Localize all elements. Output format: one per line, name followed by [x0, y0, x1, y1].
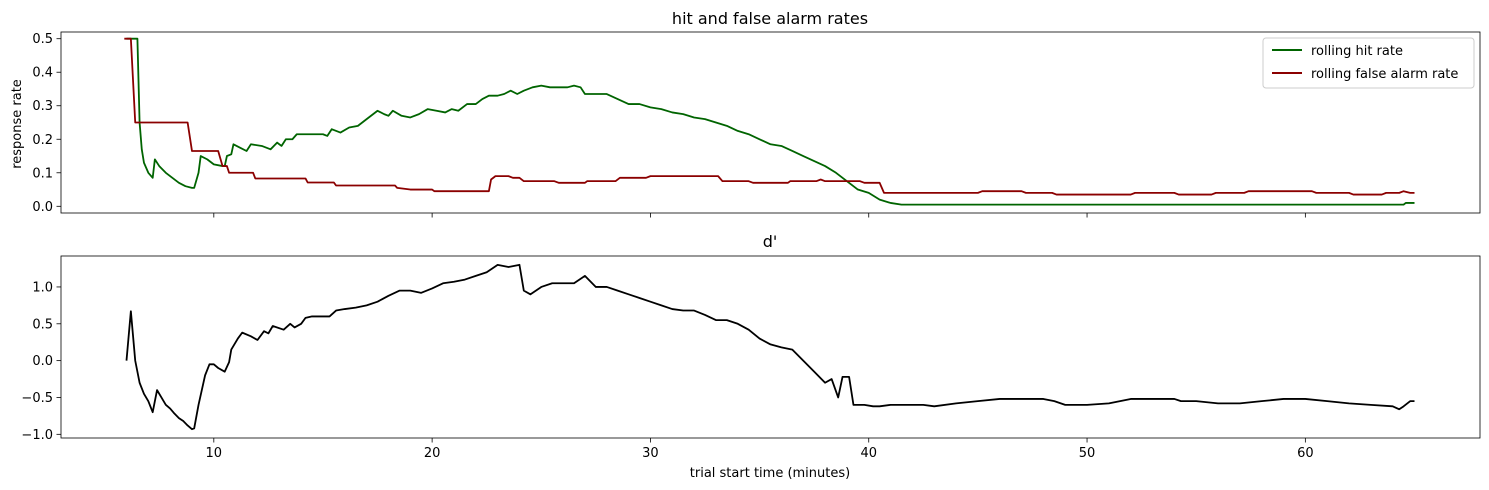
bottom-x-axis-label: trial start time (minutes)	[690, 466, 850, 481]
top-axes-frame	[60, 31, 1481, 214]
top-y-tick-label: 0.5	[32, 32, 53, 47]
top-series-line-1	[124, 37, 1415, 196]
legend-label-false-alarm-rate: rolling false alarm rate	[1311, 67, 1458, 82]
top-y-tick-label: 0.4	[32, 66, 53, 81]
bottom-y-tick-label: 0.5	[32, 317, 53, 332]
top-ticks: 0.0 0.1 0.2 0.3 0.4 0.5	[32, 32, 1306, 218]
top-panel: hit and false alarm rates response rate …	[10, 9, 1481, 218]
bottom-x-tick-label: 50	[1079, 446, 1096, 461]
bottom-axes-frame	[60, 255, 1481, 439]
bottom-ticks: 10 20 30 40 50 60 −1.0 −0.5 0.0 0.5 1.0	[21, 280, 1313, 461]
top-series-lines	[124, 37, 1415, 206]
bottom-series-line-0	[125, 263, 1415, 431]
bottom-x-tick-label: 20	[424, 446, 441, 461]
top-y-tick-label: 0.2	[32, 133, 53, 148]
top-y-tick-label: 0.3	[32, 99, 53, 114]
top-panel-title: hit and false alarm rates	[672, 9, 868, 28]
bottom-y-tick-label: 0.0	[32, 354, 53, 369]
legend: rolling hit rate rolling false alarm rat…	[1262, 37, 1475, 89]
top-y-tick-label: 0.1	[32, 166, 53, 181]
legend-label-hit-rate: rolling hit rate	[1311, 44, 1403, 59]
bottom-x-tick-label: 60	[1297, 446, 1314, 461]
bottom-x-tick-label: 40	[860, 446, 877, 461]
top-series-line-0	[126, 37, 1415, 206]
bottom-panel: d' trial start time (minutes) 10 20 30 40 50…	[21, 232, 1481, 481]
bottom-y-tick-label: −1.0	[21, 428, 53, 443]
bottom-y-tick-label: −0.5	[21, 391, 53, 406]
top-y-axis-label: response rate	[10, 79, 25, 169]
bottom-x-tick-label: 10	[206, 446, 223, 461]
top-y-tick-label: 0.0	[32, 200, 53, 215]
bottom-series-lines	[125, 263, 1415, 431]
bottom-x-tick-label: 30	[642, 446, 659, 461]
bottom-panel-title: d'	[763, 232, 778, 251]
legend-box	[1262, 37, 1475, 89]
bottom-y-tick-label: 1.0	[32, 280, 53, 295]
